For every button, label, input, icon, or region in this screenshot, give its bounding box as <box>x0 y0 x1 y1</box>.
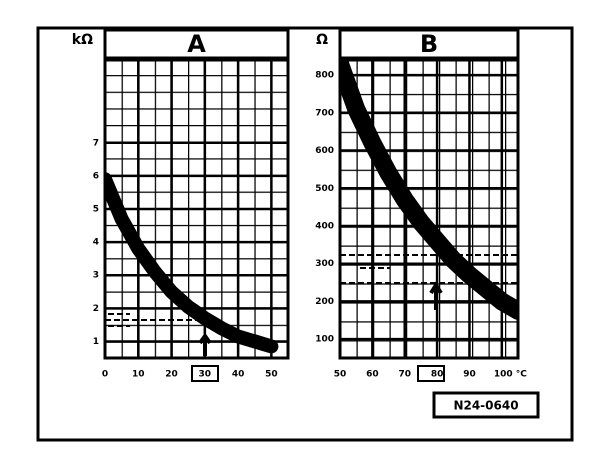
x-tick-label: 20 <box>165 370 178 380</box>
y-tick-label: 400 <box>315 221 334 231</box>
y-tick-label: 5 <box>93 205 99 215</box>
y-tick-label: 200 <box>315 297 334 307</box>
x-tick-label: 50 <box>334 370 347 380</box>
x-tick-label: 90 <box>463 370 476 380</box>
x-tick-label: 0 <box>102 370 108 380</box>
title-box <box>103 28 290 60</box>
highlight-box <box>191 365 219 382</box>
title-box <box>338 28 520 60</box>
curve <box>105 172 279 354</box>
frame <box>36 26 574 442</box>
y-tick-label: 700 <box>315 108 334 118</box>
y-tick-label: 1 <box>93 337 99 347</box>
x-tick-label: 10 <box>132 370 145 380</box>
curve <box>340 60 518 320</box>
y-tick-label: 500 <box>315 184 334 194</box>
y-tick-label: 7 <box>93 138 99 148</box>
figure-code: N24-0640 <box>453 399 518 413</box>
code-box <box>432 391 540 419</box>
y-tick-label: 600 <box>315 146 334 156</box>
x-tick-label: 80 <box>431 370 444 380</box>
x-tick-label: 30 <box>199 370 212 380</box>
x-tick-label: 100 °C <box>494 370 527 380</box>
y-axis-label: Ω <box>316 32 328 48</box>
y-tick-label: 800 <box>315 71 334 81</box>
y-tick-label: 100 <box>315 335 334 345</box>
x-tick-label: 70 <box>398 370 411 380</box>
y-tick-label: 6 <box>93 171 99 181</box>
plot-area <box>338 58 520 360</box>
y-tick-label: 3 <box>93 271 99 281</box>
y-tick-label: 300 <box>315 259 334 269</box>
panel-title: A <box>187 30 206 58</box>
reading-line <box>105 313 200 327</box>
y-tick-label: 4 <box>93 238 99 248</box>
highlight-box <box>417 365 445 382</box>
y-axis-label: kΩ <box>72 32 93 48</box>
x-tick-label: 50 <box>265 370 278 380</box>
x-tick-label: 60 <box>366 370 379 380</box>
x-tick-label: 40 <box>232 370 245 380</box>
panel-title: B <box>420 30 438 58</box>
y-tick-label: 2 <box>93 304 99 314</box>
